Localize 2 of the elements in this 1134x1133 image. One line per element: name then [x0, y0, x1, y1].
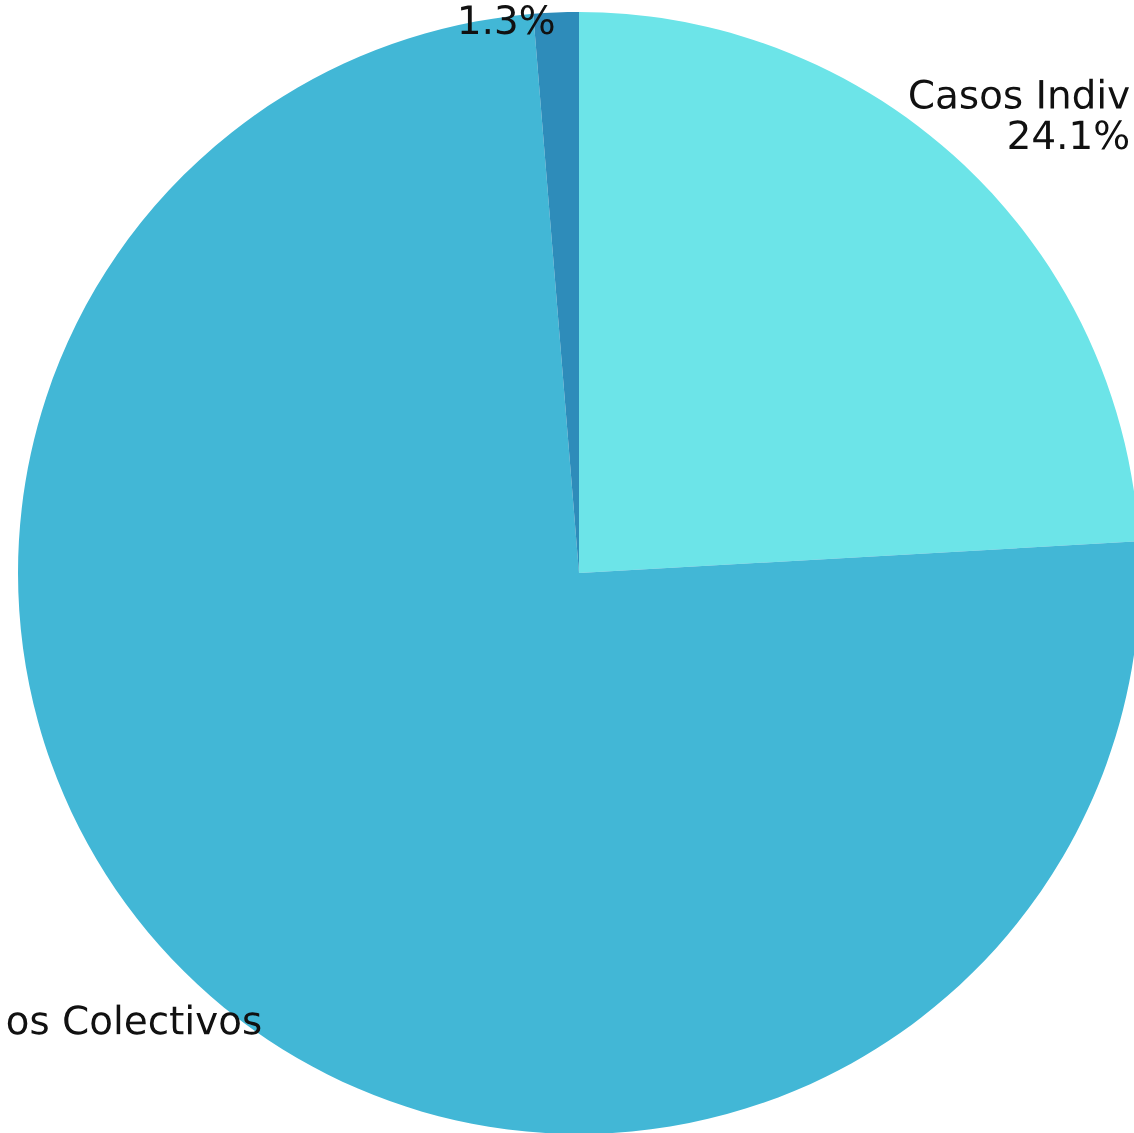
slice-label: Casos Indiv	[910, 78, 1129, 109]
data-label: 24.1%	[1009, 120, 1129, 150]
